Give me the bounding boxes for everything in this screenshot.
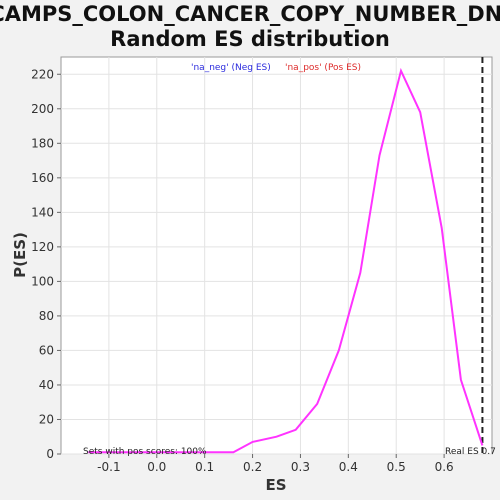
x-tick-label: 0.5 [387,460,406,474]
y-tick-label: 100 [31,274,54,288]
real-es-label: Real ES 0.7 [445,447,496,457]
y-tick-label: 120 [31,240,54,254]
y-tick-label: 140 [31,205,54,219]
y-tick-label: 80 [39,309,54,323]
y-tick-label: 160 [31,171,54,185]
y-tick-label: 40 [39,378,54,392]
y-axis-title: P(ES) [11,232,29,278]
x-tick-label: 0.0 [147,460,166,474]
y-tick-label: 0 [46,447,54,461]
y-tick-label: 20 [39,412,54,426]
x-tick-label: 0.4 [339,460,358,474]
x-tick-label: 0.3 [291,460,310,474]
legend-neg-label: 'na_neg' (Neg ES) [191,63,271,73]
x-tick-label: 0.2 [243,460,262,474]
plot-area [60,56,493,455]
y-tick-label: 200 [31,102,54,116]
axis-ticks: 0 20 40 60 80 100 120 140 160 180 200 220 -0.1 0.0 0.1… [31,67,454,474]
legend-pos-label: 'na_pos' (Pos ES) [285,63,361,73]
chart-title-line2: Random ES distribution [110,27,390,51]
chart-title-line1: CAMPS_COLON_CANCER_COPY_NUMBER_DN: [0,2,500,26]
y-tick-label: 60 [39,343,54,357]
pos-scores-annotation: Sets with pos scores: 100% [83,447,207,457]
x-tick-label: -0.1 [97,460,120,474]
y-tick-label: 180 [31,136,54,150]
x-tick-label: 0.6 [435,460,454,474]
x-axis-title: ES [265,476,286,494]
es-density-line [88,67,484,454]
grid-lines [61,57,492,455]
x-tick-label: 0.1 [195,460,214,474]
y-tick-label: 220 [31,67,54,81]
